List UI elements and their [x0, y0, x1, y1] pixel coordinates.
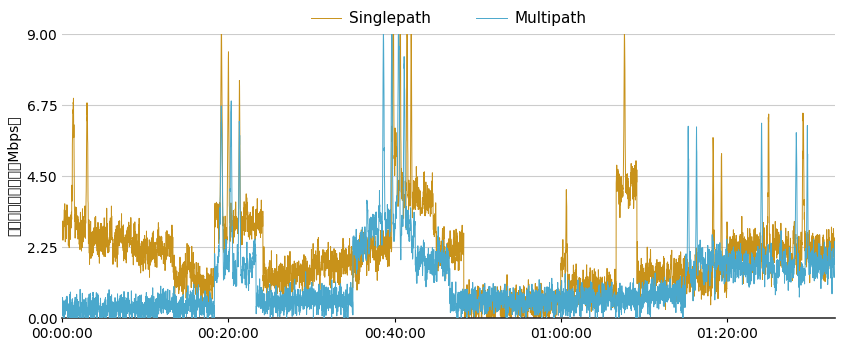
Y-axis label: 受信スループット［Mbps］: 受信スループット［Mbps］: [7, 116, 21, 236]
Singlepath: [57, 234, 67, 238]
Multipath: [737, 273, 747, 277]
Singlepath: [461, 316, 471, 320]
Singlepath: [830, 255, 840, 259]
Multipath: [378, 32, 388, 36]
Singlepath: [216, 32, 226, 36]
Multipath: [442, 256, 452, 260]
Multipath: [439, 258, 449, 262]
Singlepath: [798, 148, 808, 152]
Singlepath: [737, 255, 747, 259]
Multipath: [830, 256, 840, 260]
Singlepath: [439, 238, 449, 242]
Singlepath: [442, 253, 452, 257]
Multipath: [369, 216, 379, 221]
Singlepath: [369, 236, 379, 240]
Multipath: [57, 303, 67, 307]
Multipath: [825, 267, 835, 271]
Multipath: [59, 316, 69, 320]
Multipath: [798, 275, 808, 279]
Line: Multipath: Multipath: [62, 34, 835, 318]
Line: Singlepath: Singlepath: [62, 34, 835, 318]
Legend: Singlepath, Multipath: Singlepath, Multipath: [305, 5, 593, 32]
Singlepath: [825, 262, 835, 266]
